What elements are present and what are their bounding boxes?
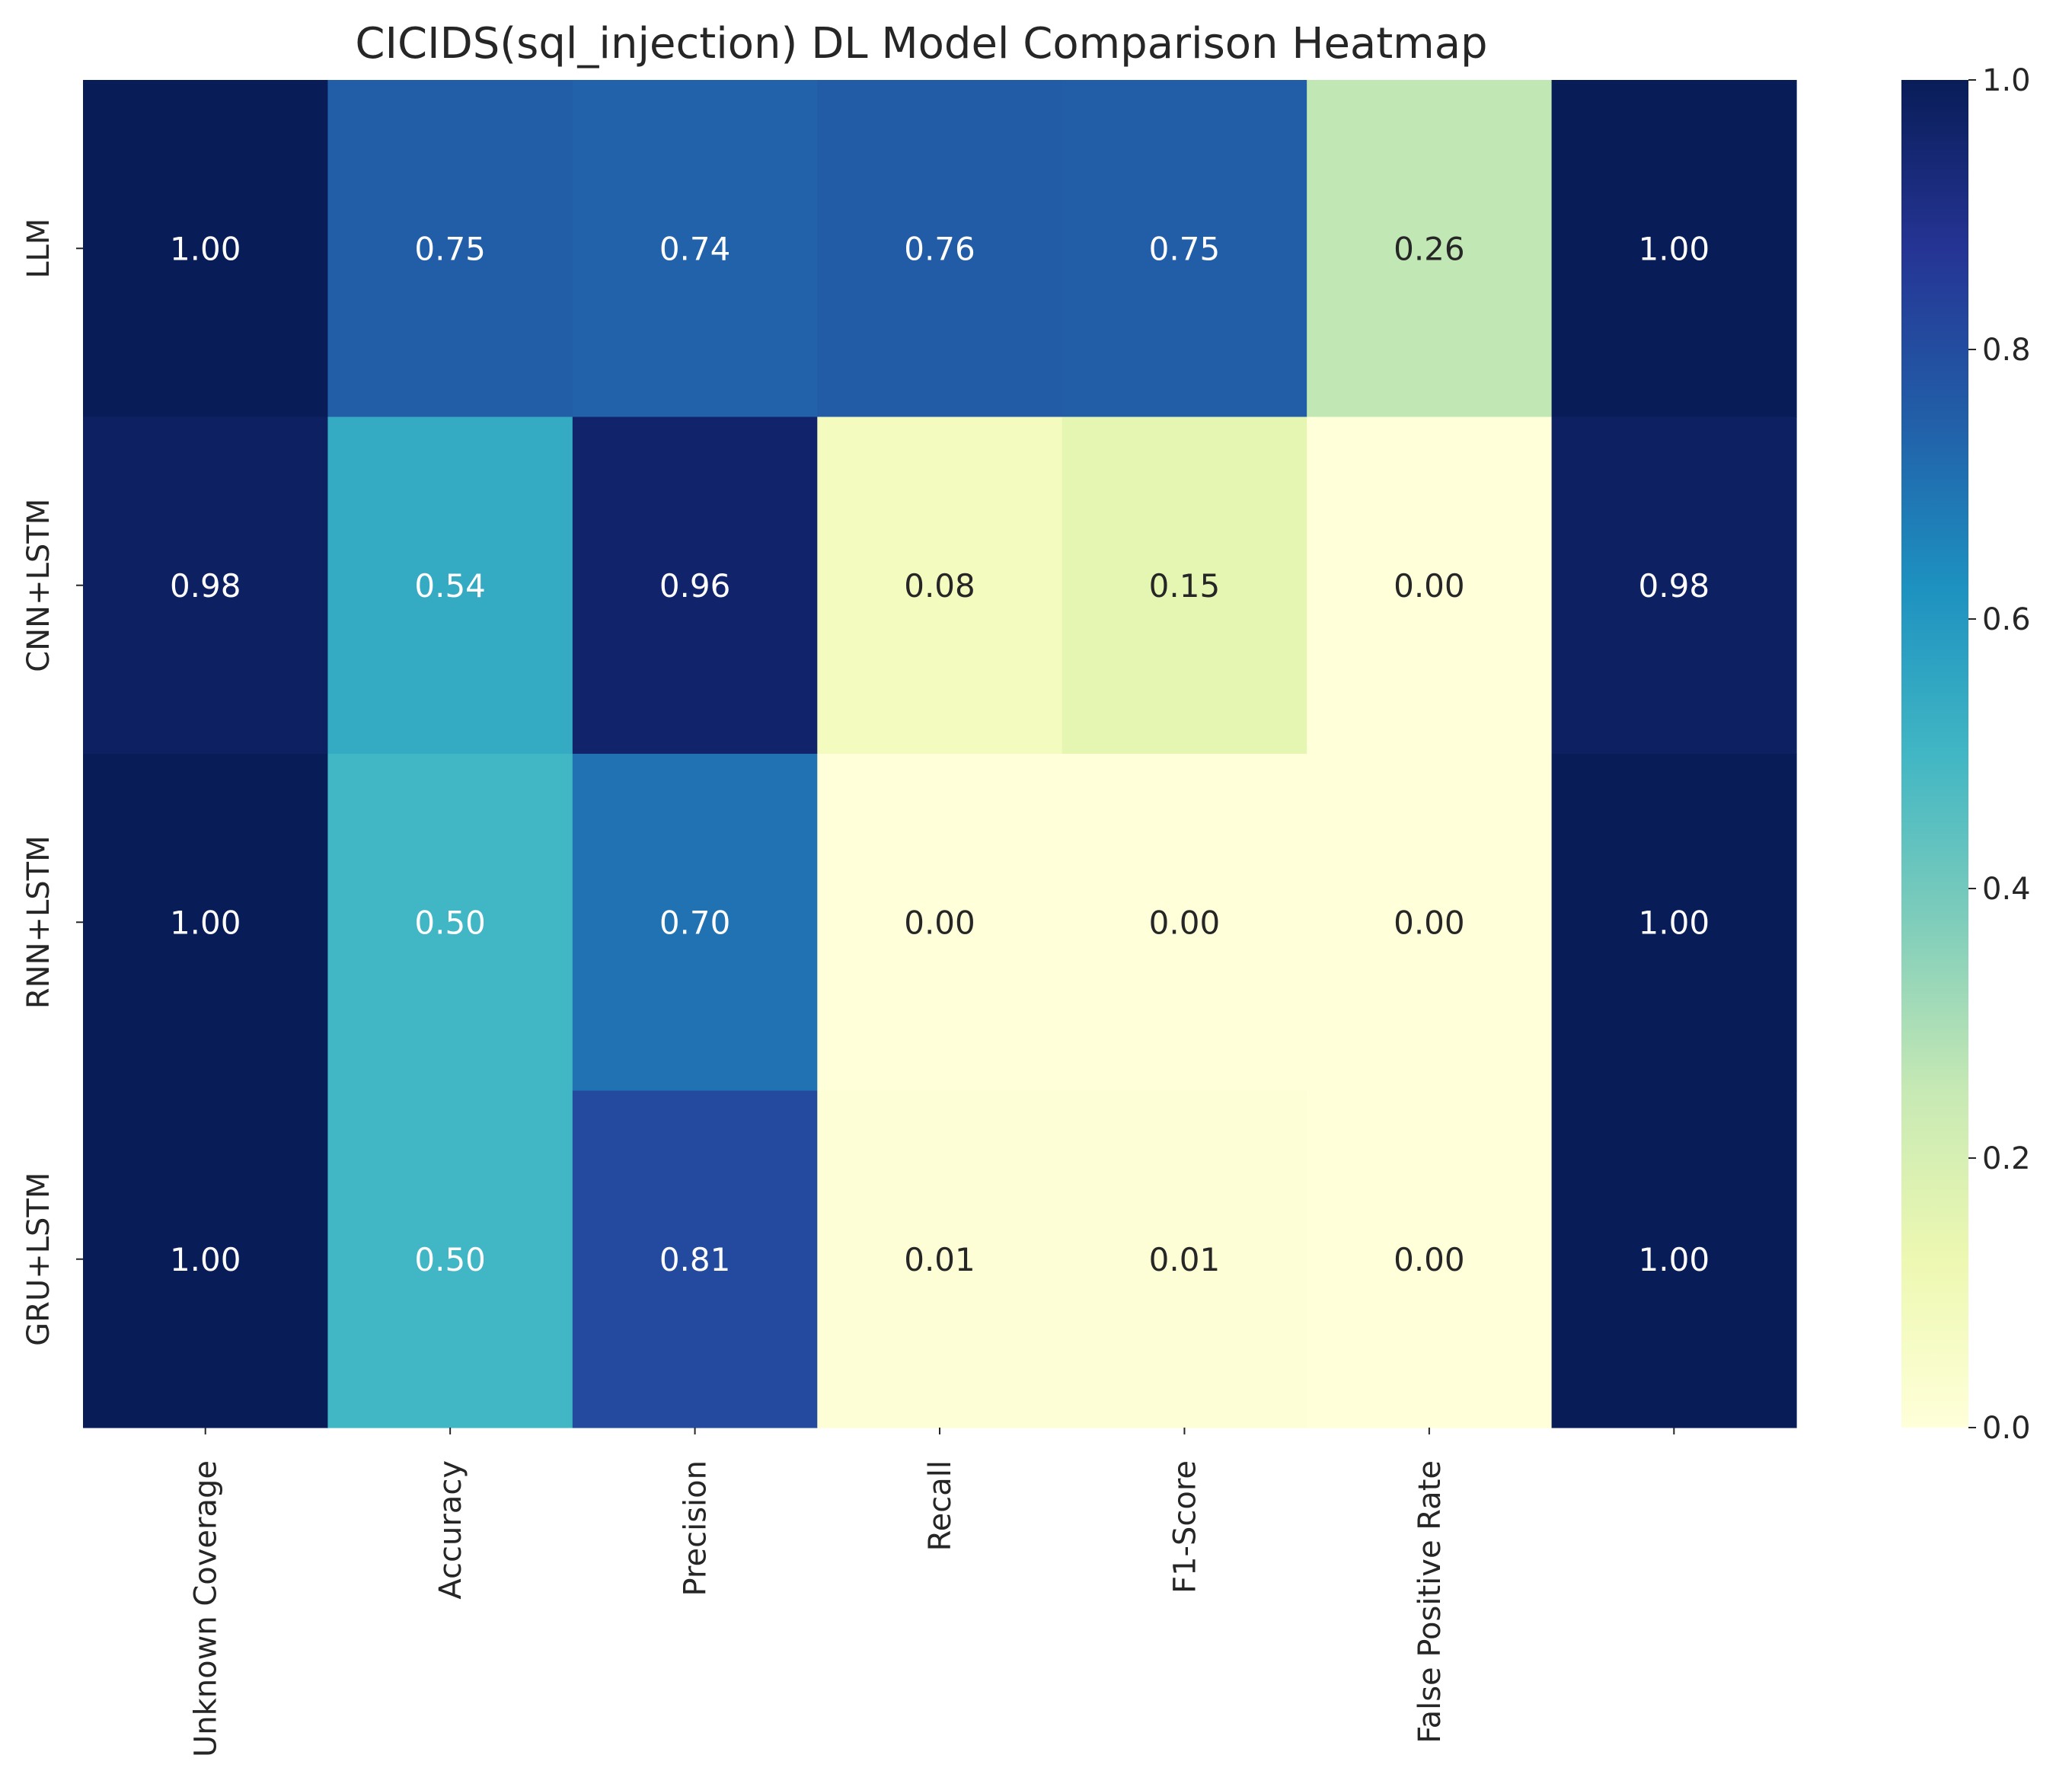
heatmap-cell [817, 80, 1063, 418]
heatmap-cell [1551, 754, 1797, 1092]
heatmap-cell [1551, 1090, 1797, 1428]
heatmap-cell [1062, 80, 1307, 418]
cell-value-label: 0.15 [1149, 567, 1221, 605]
cell-value-label: 1.00 [1639, 1241, 1710, 1278]
heatmap-cell [327, 416, 573, 755]
heatmap-cell [572, 80, 818, 418]
heatmap-cell [572, 754, 818, 1092]
cell-value-label: 0.54 [414, 567, 486, 605]
cell-value-label: 1.00 [1639, 904, 1710, 941]
cell-value-label: 1.00 [1639, 230, 1710, 267]
heatmap-cell [1307, 754, 1553, 1092]
heatmap-cell [1551, 416, 1797, 755]
colorbar-tick-label: 0.8 [1982, 333, 2031, 368]
cell-value-label: 1.00 [170, 904, 241, 941]
heatmap-cell [1062, 1090, 1307, 1428]
colorbar [1901, 80, 1968, 1428]
row-labels: LLM CNN+LSTM RNN+LSTM GRU+LSTM [21, 219, 83, 1346]
column-label: False Positive Rate [1413, 1460, 1448, 1744]
heatmap-cell [1062, 416, 1307, 755]
column-label: Precision [678, 1460, 714, 1596]
cell-value-label: 0.74 [659, 230, 731, 267]
heatmap-cell [327, 754, 573, 1092]
heatmap-cell [83, 80, 329, 418]
heatmap-cell [572, 416, 818, 755]
cell-value-label: 0.75 [414, 230, 486, 267]
cell-value-label: 0.75 [1149, 230, 1221, 267]
heatmap-cell [1551, 80, 1797, 418]
cell-value-label: 1.00 [170, 1241, 241, 1278]
row-label: RNN+LSTM [21, 835, 56, 1009]
cell-value-label: 0.50 [414, 1241, 486, 1278]
cell-value-label: 0.50 [414, 904, 486, 941]
cell-value-label: 0.00 [1394, 567, 1465, 605]
cell-value-label: 0.81 [659, 1241, 731, 1278]
cell-value-label: 0.01 [1149, 1241, 1221, 1278]
heatmap-cell [327, 1090, 573, 1428]
cell-value-label: 0.00 [1149, 904, 1221, 941]
cell-value-label: 0.26 [1394, 230, 1465, 267]
cell-value-label: 0.00 [1394, 904, 1465, 941]
cell-value-label: 0.01 [904, 1241, 975, 1278]
heatmap-cell [1307, 80, 1553, 418]
column-label: F1-Score [1167, 1460, 1202, 1594]
heatmap-cell [83, 416, 329, 755]
cell-value-label: 0.70 [659, 904, 731, 941]
cell-value-label: 0.76 [904, 230, 975, 267]
heatmap-cell [83, 1090, 329, 1428]
heatmap-cell [327, 80, 573, 418]
cell-value-label: 0.00 [904, 904, 975, 941]
cell-value-label: 1.00 [170, 230, 241, 267]
heatmap-cell [817, 1090, 1063, 1428]
cell-value-label: 0.00 [1394, 1241, 1465, 1278]
chart-title: CICIDS(sql_injection) DL Model Compariso… [355, 19, 1487, 69]
heatmap-cell [1307, 1090, 1553, 1428]
column-labels: Unknown Coverage Accuracy Precision Recall F… [189, 1428, 1675, 1757]
heatmap-cell [817, 416, 1063, 755]
heatmap-cells: 1.00 0.75 0.74 0.76 0.75 0.26 1.00 0.98 0.54 0.96… [83, 80, 1797, 1428]
colorbar-tick-label: 0.4 [1982, 872, 2031, 907]
column-label: Accuracy [433, 1460, 468, 1600]
row-label: CNN+LSTM [21, 499, 56, 672]
colorbar-tick-label: 1.0 [1982, 63, 2031, 98]
heatmap-cell [1307, 416, 1553, 755]
cell-value-label: 0.98 [170, 567, 241, 605]
heatmap-cell [1062, 754, 1307, 1092]
row-label: GRU+LSTM [21, 1173, 56, 1346]
heatmap-cell [572, 1090, 818, 1428]
row-label: LLM [21, 219, 56, 279]
cell-value-label: 0.96 [659, 567, 731, 605]
column-label: Unknown Coverage [189, 1460, 224, 1757]
cell-value-label: 0.08 [904, 567, 975, 605]
column-label: Recall [923, 1460, 958, 1551]
colorbar-tick-label: 0.2 [1982, 1141, 2031, 1176]
heatmap-cell [83, 754, 329, 1092]
heatmap-cell [817, 754, 1063, 1092]
colorbar-tick-label: 0.6 [1982, 602, 2031, 637]
colorbar-tick-label: 0.0 [1982, 1411, 2031, 1446]
colorbar-ticks: 0.0 0.2 0.4 0.6 0.8 1.0 [1968, 63, 2031, 1446]
cell-value-label: 0.98 [1639, 567, 1710, 605]
